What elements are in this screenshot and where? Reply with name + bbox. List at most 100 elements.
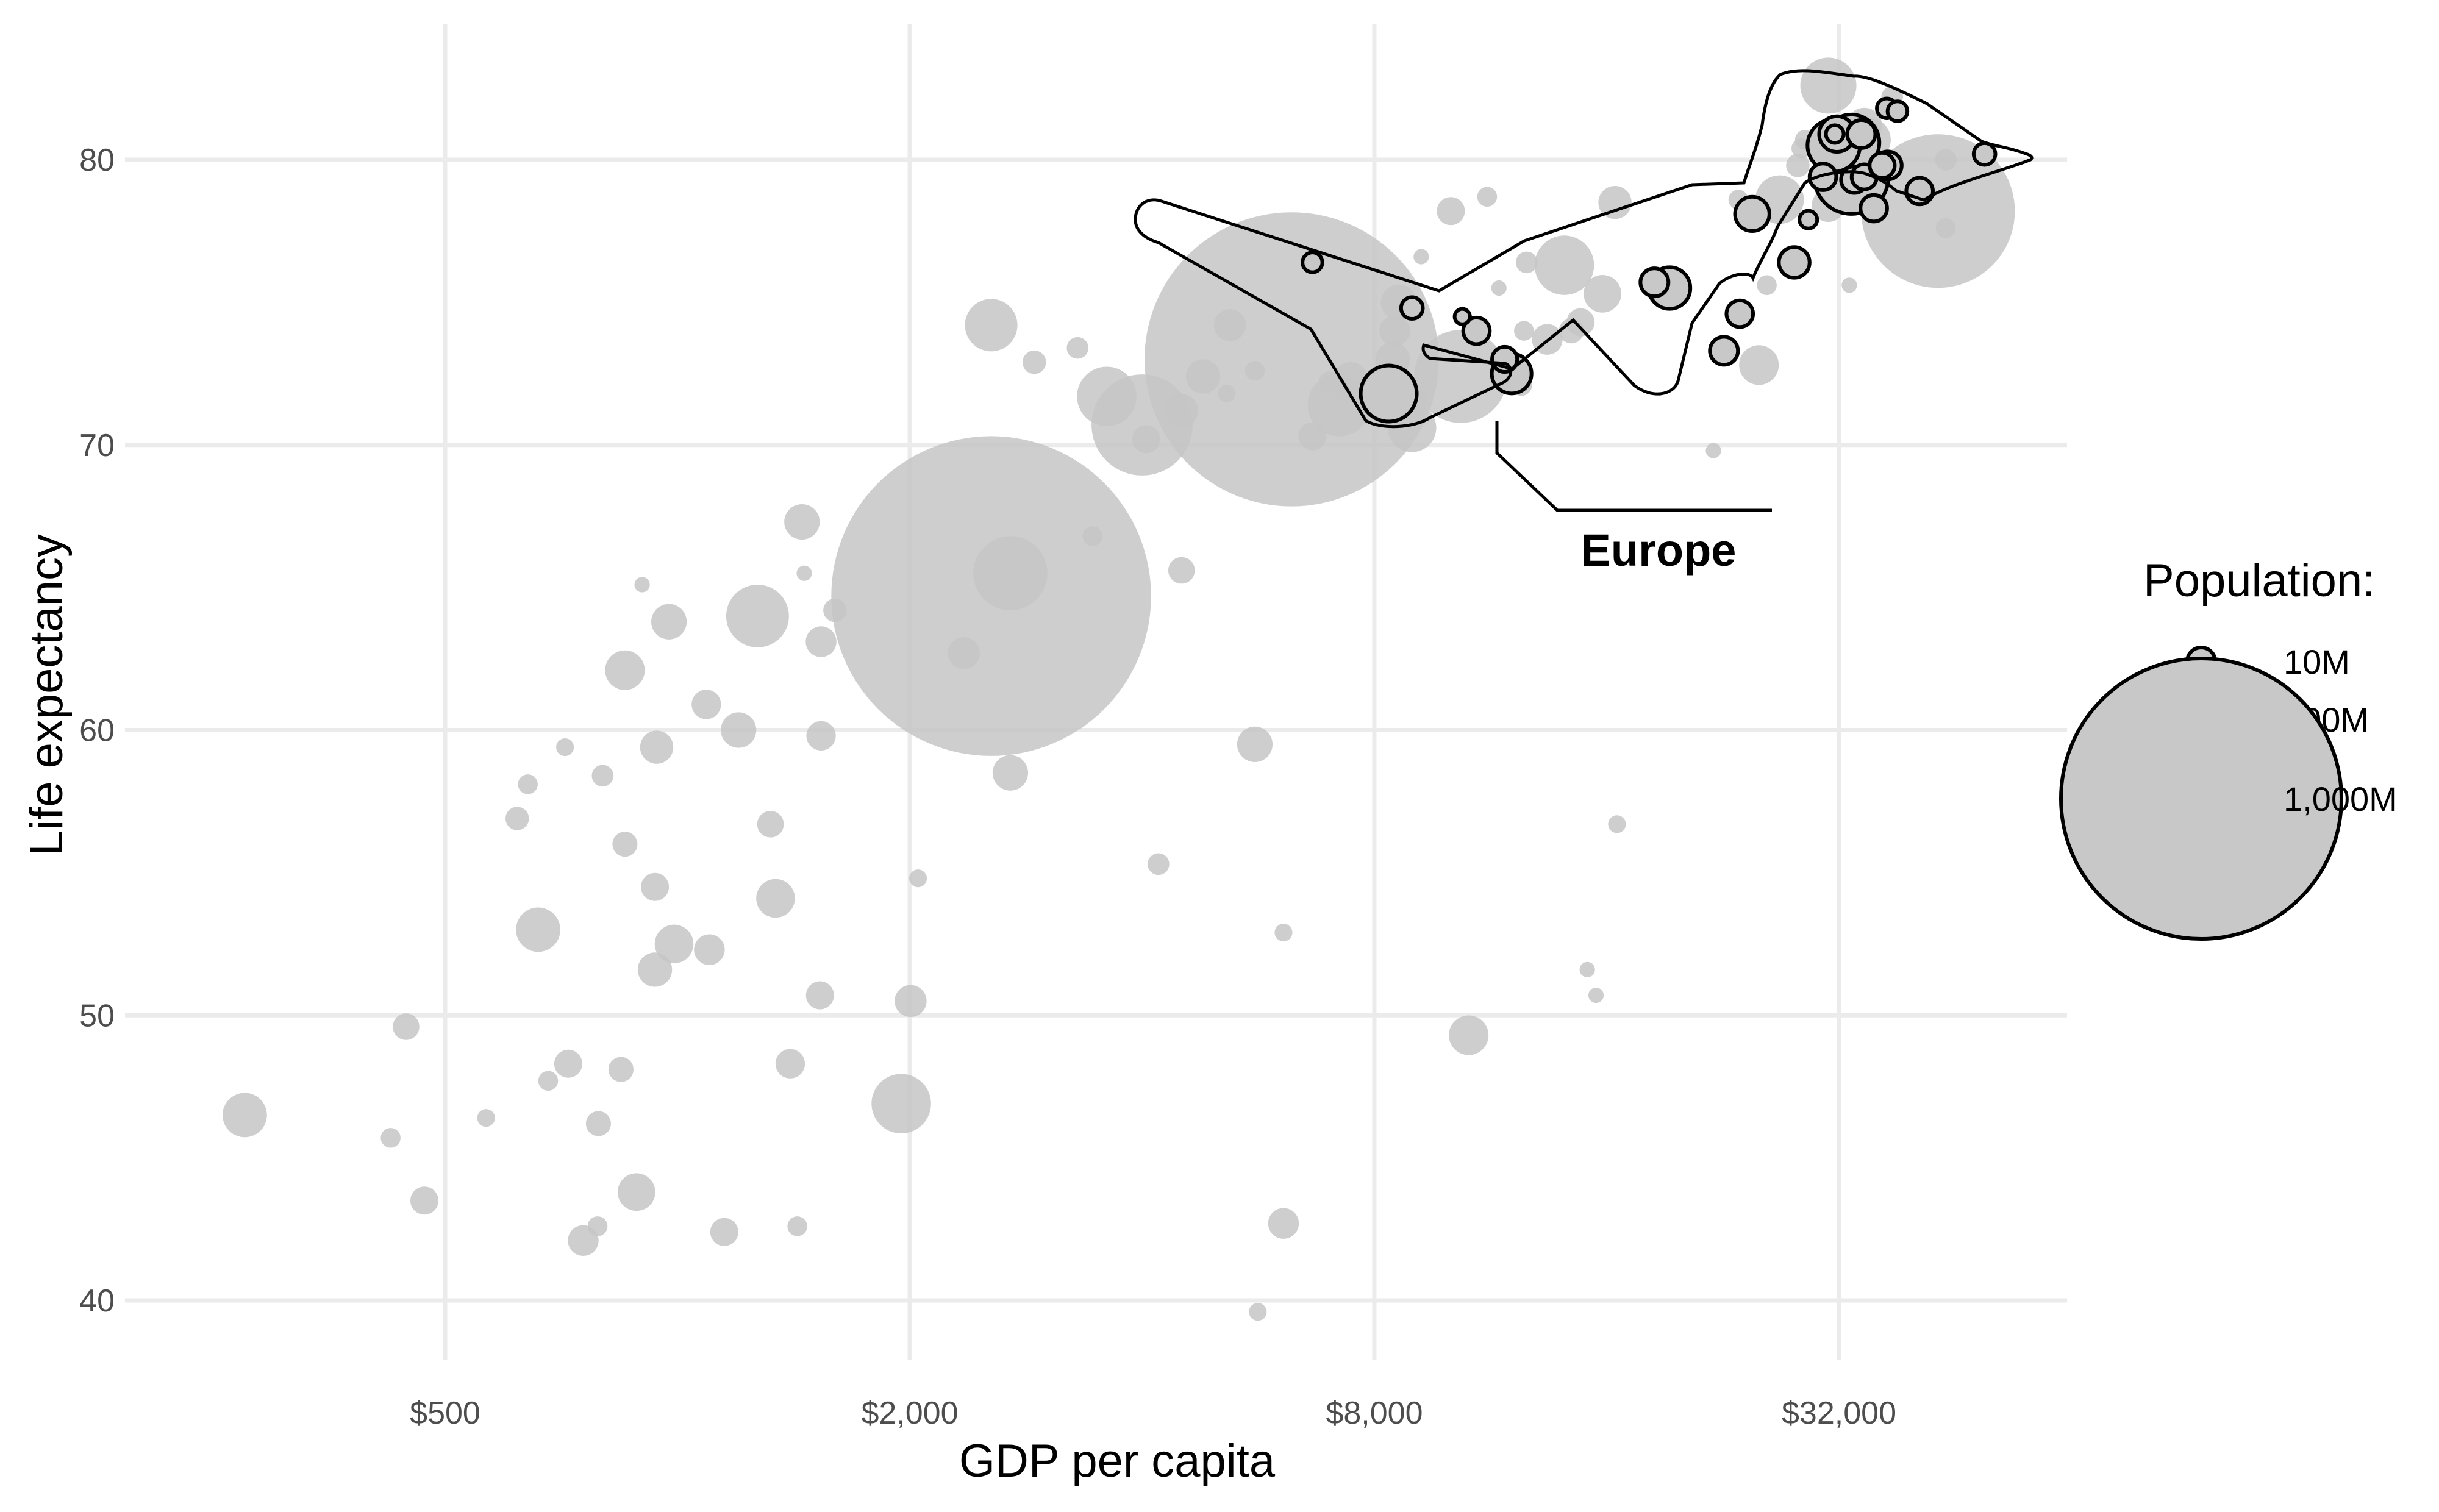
- legend-title: Population:: [2143, 555, 2375, 607]
- data-point: [637, 952, 673, 987]
- data-point: [1579, 961, 1595, 978]
- europe-data-point: [1359, 363, 1419, 424]
- data-point: [1413, 249, 1429, 265]
- data-point: [1132, 425, 1160, 454]
- data-point: [1757, 275, 1777, 296]
- europe-hull-outline: [1134, 69, 2034, 429]
- data-point: [640, 730, 674, 764]
- data-point: [538, 1071, 559, 1091]
- y-tick-label: 40: [79, 1283, 115, 1319]
- europe-data-point: [1638, 266, 1671, 299]
- data-point: [1935, 149, 1957, 171]
- europe-data-point: [1845, 118, 1877, 150]
- data-point: [871, 1074, 931, 1134]
- data-point: [710, 1218, 738, 1246]
- x-tick-label: $2,000: [861, 1396, 958, 1431]
- data-point: [1841, 277, 1857, 293]
- data-point: [1705, 443, 1721, 458]
- data-point: [1237, 726, 1273, 762]
- data-point: [756, 879, 795, 918]
- data-point: [587, 1216, 608, 1236]
- data-point: [1218, 385, 1236, 403]
- data-point: [1244, 360, 1265, 381]
- europe-data-point: [1904, 176, 1935, 207]
- data-point: [556, 738, 574, 757]
- data-point: [612, 832, 638, 857]
- data-point: [796, 565, 812, 581]
- data-point: [1608, 815, 1626, 833]
- data-point: [554, 1049, 582, 1078]
- data-point: [1786, 154, 1810, 177]
- data-point: [617, 1173, 655, 1211]
- data-point: [585, 1111, 612, 1136]
- data-point: [726, 584, 789, 647]
- data-point: [1274, 924, 1293, 942]
- data-point: [654, 924, 694, 964]
- europe-data-point: [1885, 99, 1910, 123]
- x-tick-labels: $500 $2,000 $8,000 $32,000: [410, 1396, 1896, 1431]
- x-tick-label: $500: [410, 1396, 480, 1431]
- data-point: [1514, 321, 1534, 341]
- data-point: [823, 598, 847, 622]
- data-point: [787, 1216, 807, 1236]
- y-tick-label: 80: [79, 143, 115, 178]
- data-point: [805, 981, 834, 1010]
- data-point: [1588, 987, 1604, 1004]
- data-point: [1491, 280, 1507, 296]
- europe-data-point: [1868, 151, 1897, 180]
- data-point: [1148, 853, 1170, 875]
- data-point: [1935, 218, 1956, 238]
- data-point: [973, 536, 1048, 611]
- data-point: [1186, 359, 1221, 394]
- data-point: [1739, 345, 1779, 385]
- europe-data-point: [1798, 209, 1819, 230]
- data-point: [1318, 371, 1341, 393]
- data-point: [757, 811, 784, 838]
- data-point: [909, 869, 927, 888]
- europe-annotation-label: Europe: [1581, 525, 1737, 576]
- europe-leader-line: [1495, 421, 1772, 512]
- europe-data-point: [1859, 193, 1889, 224]
- x-axis-title: GDP per capita: [959, 1435, 1276, 1487]
- data-point: [223, 1093, 267, 1138]
- data-point: [1477, 187, 1498, 207]
- data-point: [477, 1109, 495, 1127]
- y-axis-title: Life expectancy: [21, 534, 73, 856]
- data-point: [948, 637, 980, 669]
- data-point: [1800, 57, 1857, 114]
- data-point: [410, 1186, 438, 1215]
- data-point: [806, 721, 836, 751]
- data-point: [608, 1057, 634, 1082]
- y-tick-label: 50: [79, 998, 115, 1033]
- y-gridlines: [125, 157, 2067, 1303]
- data-point: [634, 577, 650, 593]
- data-point: [505, 807, 529, 830]
- data-point: [1268, 1208, 1299, 1239]
- europe-data-point: [1777, 245, 1812, 280]
- europe-data-point: [1807, 162, 1838, 192]
- data-point: [1379, 315, 1410, 346]
- y-tick-labels: 40 50 60 70 80: [79, 143, 115, 1319]
- y-tick-label: 70: [79, 428, 115, 463]
- data-point: [1584, 274, 1621, 313]
- x-tick-label: $8,000: [1326, 1396, 1423, 1431]
- data-point: [641, 872, 670, 901]
- europe-data-point: [1724, 298, 1755, 329]
- data-point: [380, 1128, 401, 1148]
- data-point: [1437, 197, 1465, 226]
- y-tick-label: 60: [79, 713, 115, 749]
- data-point: [1082, 526, 1102, 546]
- data-point: [805, 626, 837, 657]
- europe-data-point: [1971, 141, 1998, 167]
- europe-data-point: [1708, 335, 1740, 367]
- europe-data-point: [1461, 315, 1492, 346]
- data-point: [651, 604, 687, 640]
- data-point: [516, 907, 560, 952]
- data-point: [1066, 337, 1089, 359]
- data-point: [1145, 212, 1439, 507]
- data-point: [1077, 366, 1137, 427]
- europe-data-point: [1301, 251, 1324, 274]
